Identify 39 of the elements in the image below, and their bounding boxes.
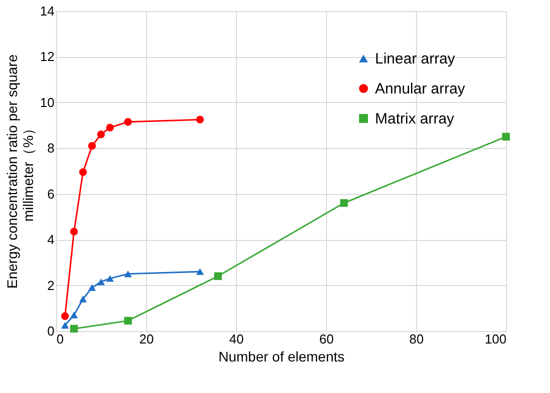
point	[88, 284, 96, 291]
y-tick-label: 2	[47, 278, 54, 293]
y-tick-label: 14	[40, 4, 54, 18]
point	[88, 142, 96, 150]
x-axis-title: Number of elements	[218, 348, 345, 364]
point	[214, 272, 222, 280]
y-axis-title: Energy concentration ratio per square millimeter（%）	[4, 54, 36, 289]
point	[106, 275, 114, 282]
point	[340, 199, 348, 207]
point	[196, 268, 204, 275]
x-tick-label: 0	[56, 332, 64, 346]
y-tick-label: 10	[40, 94, 54, 110]
point	[124, 270, 132, 278]
legend-label: Annular array	[375, 80, 466, 98]
point	[70, 228, 78, 236]
legend-label: Matrix array	[375, 110, 455, 128]
y-tick-label: 4	[47, 232, 54, 248]
y-tick-label: 8	[47, 140, 54, 156]
point	[70, 312, 78, 318]
point	[97, 278, 105, 286]
x-tick-label: 60	[319, 332, 334, 346]
point	[70, 324, 78, 333]
point	[79, 296, 87, 302]
x-tick-label: 20	[139, 332, 154, 346]
x-tick-label: 100	[484, 332, 506, 346]
point	[97, 130, 105, 138]
point	[61, 312, 69, 320]
point	[61, 322, 69, 329]
point	[124, 118, 132, 126]
legend-label: Linear array	[375, 50, 456, 68]
x-tick-label: 40	[229, 332, 244, 346]
y-tick-label: 6	[47, 186, 54, 202]
point	[79, 168, 87, 176]
point	[124, 316, 132, 325]
point	[502, 132, 510, 141]
point	[106, 124, 114, 132]
y-tick-label: 12	[40, 49, 54, 64]
point	[196, 116, 204, 124]
x-tick-label: 80	[409, 332, 424, 346]
